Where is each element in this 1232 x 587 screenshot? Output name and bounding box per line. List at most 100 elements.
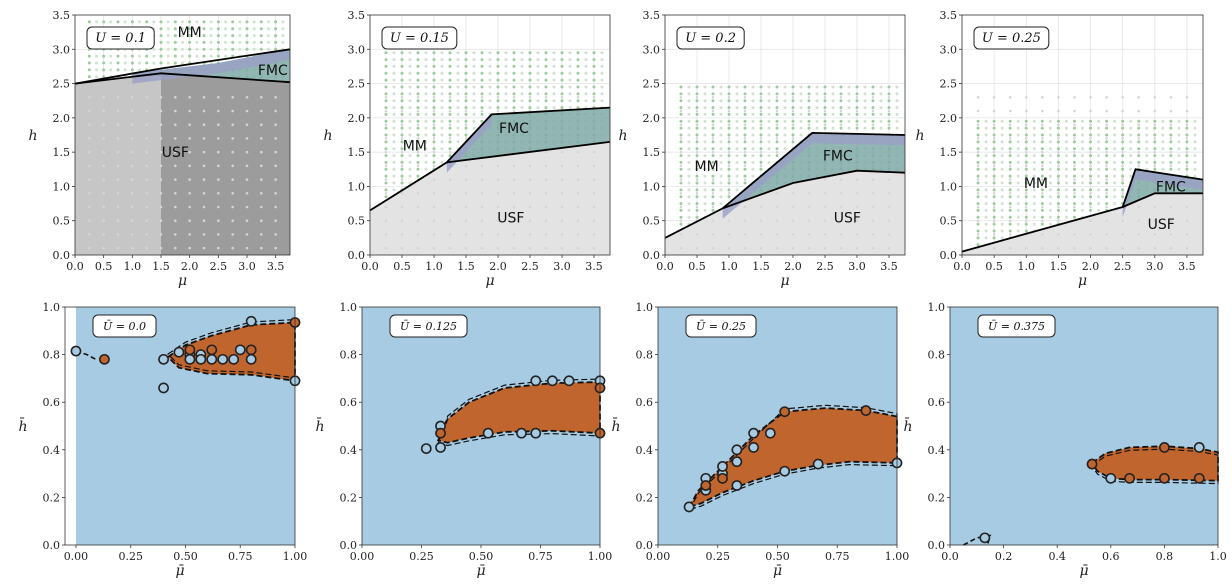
usf-sample-dot: [231, 205, 234, 209]
usf-sample-dot: [131, 123, 134, 127]
mm-sample-dot: [224, 47, 227, 51]
mm-sample-dot: [464, 58, 468, 62]
mm-sample-dot: [504, 106, 508, 110]
mm-sample-dot: [424, 126, 428, 130]
mm-sample-dot: [847, 92, 851, 96]
mm-sample-dot: [552, 85, 556, 89]
mm-sample-dot: [592, 85, 596, 89]
mm-sample-dot: [209, 54, 213, 58]
usf-sample-dot: [174, 123, 177, 127]
usf-sample-dot: [202, 219, 206, 223]
usf-sample-dot: [260, 233, 263, 236]
data-point-light: [158, 382, 169, 394]
y-tick-label: 0.6: [928, 396, 946, 409]
mm-sample-dot: [1000, 215, 1004, 219]
mm-sample-dot: [448, 112, 452, 116]
mm-sample-dot: [1113, 181, 1117, 185]
mm-sample-dot: [695, 147, 699, 151]
mm-sample-dot: [544, 64, 548, 68]
mm-sample-dot: [695, 160, 699, 164]
mm-sample-dot: [992, 222, 996, 226]
usf-sample-dot: [695, 246, 699, 250]
mm-sample-dot: [440, 140, 444, 144]
usf-sample-dot: [1089, 137, 1092, 140]
mm-sample-dot: [1145, 126, 1149, 130]
mm-sample-dot: [895, 99, 899, 103]
mm-sample-dot: [727, 147, 731, 151]
mm-sample-dot: [1097, 160, 1101, 164]
usf-sample-dot: [432, 205, 436, 209]
y-axis-label: h: [618, 128, 627, 144]
mm-sample-dot: [432, 140, 436, 144]
phase-diagram-bottom-2: 0.00 0.25 0.50 0.75 1.000.00.20.40.60.81.0μ̄…: [315, 301, 612, 579]
x-tick-label: 0.50: [469, 550, 494, 563]
mm-sample-dot: [1000, 174, 1004, 178]
mm-sample-dot: [384, 58, 388, 62]
region-label-fmc: FMC: [499, 121, 529, 137]
mm-sample-dot: [695, 133, 699, 137]
mm-sample-dot: [719, 140, 723, 144]
usf-sample-dot: [1105, 95, 1108, 99]
mm-sample-dot: [592, 71, 596, 75]
usf-sample-dot: [711, 150, 715, 154]
mm-sample-dot: [408, 133, 412, 137]
mm-sample-dot: [392, 78, 396, 82]
mm-sample-dot: [173, 27, 177, 31]
mm-sample-dot: [831, 99, 835, 103]
usf-sample-dot: [231, 123, 234, 127]
mm-sample-dot: [1040, 154, 1044, 158]
mm-sample-dot: [400, 92, 404, 96]
usf-sample-dot: [976, 137, 980, 140]
mm-sample-dot: [887, 119, 891, 123]
mm-sample-dot: [416, 106, 420, 110]
mm-sample-dot: [767, 92, 771, 96]
mm-sample-dot: [231, 27, 235, 31]
mm-sample-dot: [735, 140, 739, 144]
x-tick-label: 0.2: [995, 550, 1013, 563]
mm-sample-dot: [855, 112, 859, 116]
mm-sample-dot: [109, 68, 113, 72]
mm-sample-dot: [783, 92, 787, 96]
y-tick-label: 0.4: [43, 444, 61, 457]
mm-sample-dot: [1000, 133, 1004, 137]
data-point-light: [530, 427, 542, 439]
mm-sample-dot: [984, 167, 988, 171]
mm-sample-dot: [159, 54, 163, 58]
usf-sample-dot: [992, 178, 996, 181]
usf-sample-dot: [400, 191, 404, 195]
data-point-orange: [860, 405, 872, 416]
mm-sample-dot: [1016, 126, 1020, 130]
mm-sample-dot: [448, 64, 452, 68]
mm-sample-dot: [440, 85, 444, 89]
mm-sample-dot: [1137, 154, 1141, 158]
mm-sample-dot: [703, 85, 707, 89]
mm-sample-dot: [1089, 167, 1093, 171]
mm-sample-dot: [173, 47, 177, 51]
usf-sample-dot: [1105, 123, 1108, 127]
usf-sample-dot: [855, 178, 859, 181]
x-tick-label: 0.50: [173, 550, 198, 563]
usf-sample-dot: [102, 178, 105, 181]
usf-sample-dot: [1089, 246, 1092, 250]
mm-sample-dot: [432, 99, 436, 103]
usf-sample-dot: [1008, 233, 1012, 236]
mm-sample-dot: [281, 20, 285, 24]
usf-sample-dot: [1089, 205, 1092, 209]
mm-sample-dot: [456, 78, 460, 82]
usf-sample-dot: [743, 205, 747, 209]
mm-sample-dot: [1169, 167, 1173, 171]
usf-sample-dot: [1057, 95, 1060, 99]
mm-sample-dot: [711, 160, 715, 164]
usf-sample-dot: [480, 219, 484, 223]
usf-sample-dot: [1185, 246, 1189, 250]
mm-sample-dot: [1000, 236, 1004, 240]
mm-sample-dot: [1161, 119, 1165, 123]
usf-sample-dot: [260, 191, 263, 195]
mm-sample-dot: [1121, 126, 1125, 130]
mm-sample-dot: [416, 140, 420, 144]
mm-sample-dot: [1129, 167, 1133, 171]
mm-sample-dot: [1072, 140, 1076, 144]
mm-sample-dot: [1048, 119, 1052, 123]
usf-sample-dot: [1073, 164, 1076, 168]
mm-sample-dot: [1000, 202, 1004, 206]
